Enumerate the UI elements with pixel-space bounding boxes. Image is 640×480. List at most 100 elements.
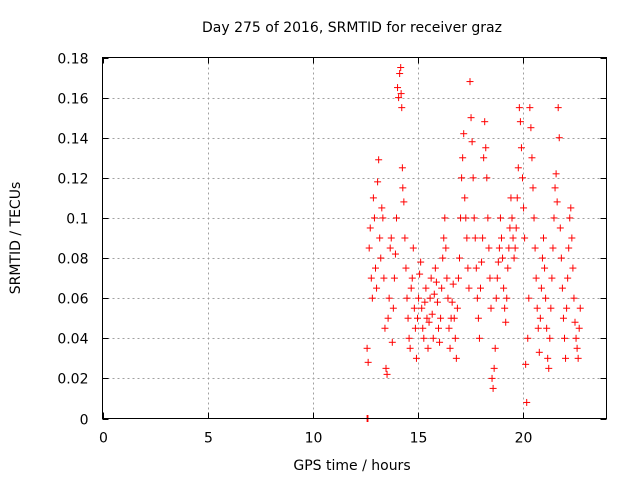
data-point: [492, 294, 500, 302]
x-tick-label: 5: [204, 431, 213, 447]
data-point: [429, 334, 437, 342]
y-tick-label: 0.06: [57, 292, 88, 308]
y-tick-label: 0.02: [57, 372, 88, 388]
data-point: [439, 254, 447, 262]
data-point: [480, 154, 488, 162]
data-point: [409, 244, 417, 252]
data-point: [569, 264, 577, 272]
data-point: [546, 334, 554, 342]
data-point: [522, 360, 530, 368]
data-point: [415, 294, 423, 302]
data-point: [544, 354, 552, 362]
data-point: [441, 214, 449, 222]
data-point: [504, 264, 512, 272]
data-point: [491, 344, 499, 352]
data-point: [509, 234, 517, 242]
data-point: [477, 284, 484, 292]
data-point: [426, 294, 434, 302]
data-point: [398, 104, 406, 112]
data-point: [488, 374, 496, 382]
data-point: [419, 324, 427, 332]
data-point: [368, 294, 376, 302]
data-point: [486, 274, 494, 282]
data-point: [398, 164, 406, 172]
data-point: [399, 184, 407, 192]
data-point: [552, 170, 560, 178]
data-point: [481, 118, 489, 126]
data-point: [502, 318, 510, 326]
data-point: [391, 250, 399, 258]
data-point: [406, 344, 414, 352]
data-point: [370, 214, 378, 222]
data-point: [437, 314, 445, 322]
data-point: [364, 358, 372, 366]
data-point: [475, 334, 483, 342]
data-point: [445, 324, 453, 332]
data-point: [420, 334, 428, 342]
x-axis-label: GPS time / hours: [293, 458, 410, 474]
data-point: [570, 294, 578, 302]
data-point: [418, 304, 426, 312]
data-point: [514, 164, 522, 172]
data-point: [513, 194, 521, 202]
data-point: [381, 324, 389, 332]
data-point: [469, 174, 477, 182]
y-tick-label: 0.08: [57, 252, 88, 268]
data-point: [505, 244, 513, 252]
data-point: [423, 314, 431, 322]
data-point: [479, 234, 487, 242]
data-point: [430, 290, 438, 298]
data-point: [431, 264, 439, 272]
data-point: [517, 144, 525, 152]
data-point: [422, 284, 430, 292]
data-point: [379, 214, 387, 222]
data-point: [450, 314, 458, 322]
data-point: [558, 284, 566, 292]
data-point: [394, 84, 402, 92]
data-point: [543, 324, 551, 332]
data-point: [562, 354, 570, 362]
data-point: [449, 280, 457, 288]
data-point: [366, 224, 374, 232]
data-point: [563, 304, 571, 312]
data-point: [515, 104, 523, 112]
data-point: [380, 274, 388, 282]
data-point: [451, 334, 459, 342]
data-point: [407, 284, 415, 292]
data-point: [490, 364, 498, 372]
data-point: [464, 264, 472, 272]
data-point: [551, 184, 559, 192]
data-point: [468, 138, 476, 146]
data-point: [428, 310, 436, 318]
data-point: [375, 156, 383, 164]
data-point: [482, 144, 490, 152]
data-point: [487, 304, 495, 312]
data-point: [495, 244, 503, 252]
data-point: [376, 234, 384, 242]
data-point: [438, 284, 446, 292]
data-point: [448, 298, 456, 306]
data-point: [377, 254, 385, 262]
data-point: [571, 318, 579, 326]
data-point: [417, 258, 425, 266]
data-point: [485, 244, 493, 252]
data-point: [503, 294, 511, 302]
data-point: [440, 234, 448, 242]
data-point: [532, 274, 540, 282]
data-point: [553, 198, 561, 206]
data-point: [549, 244, 557, 252]
data-point: [528, 154, 536, 162]
data-point: [548, 274, 556, 282]
data-point: [519, 174, 526, 182]
y-tick-label: 0.12: [57, 172, 88, 188]
data-point: [531, 244, 539, 252]
data-point: [467, 114, 475, 122]
data-point: [427, 274, 435, 282]
data-point: [494, 258, 502, 266]
data-point: [530, 214, 538, 222]
data-point: [478, 258, 486, 266]
data-point: [462, 214, 470, 222]
data-point: [575, 324, 583, 332]
data-point: [461, 194, 469, 202]
